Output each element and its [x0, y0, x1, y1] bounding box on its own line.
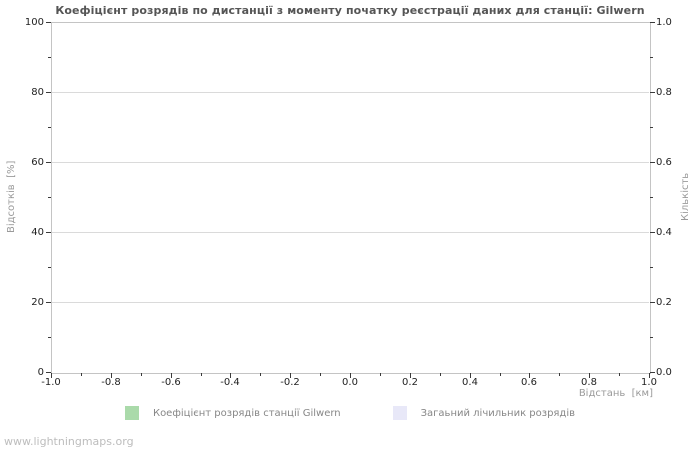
x-axis-tick-label: 0.4: [462, 377, 478, 388]
right-axis-tick-label: 1.0: [656, 17, 672, 28]
legend-label: Коефіцієнт розрядів станції Gilwern: [152, 407, 341, 419]
x-axis-tick-label: 0.2: [402, 377, 418, 388]
x-axis-tick-label: -0.6: [161, 377, 181, 388]
x-tick-minor: [320, 373, 321, 376]
legend-swatch-icon: [392, 406, 407, 420]
legend-item: Коефіцієнт розрядів станції Gilwern: [124, 406, 341, 420]
y-tick-major-left: [46, 22, 51, 23]
y-tick-major-right: [650, 22, 655, 23]
legend-item: Загаьний лічильник розрядів: [392, 406, 576, 420]
y-tick-major-left: [46, 372, 51, 373]
x-axis-label: Відстань [км]: [578, 388, 653, 399]
x-tick-minor: [500, 373, 501, 376]
y-axis-tick-label: 20: [31, 297, 44, 308]
y-axis-tick-label: 100: [24, 17, 44, 28]
y-tick-major-right: [650, 372, 655, 373]
y-tick-minor-right: [650, 197, 653, 198]
x-axis-tick-label: 1.0: [641, 377, 657, 388]
x-tick-major: [350, 373, 351, 378]
legend-label: Загаьний лічильник розрядів: [420, 407, 576, 419]
y-axis-tick-label: 60: [31, 157, 44, 168]
x-tick-major: [111, 373, 112, 378]
y-tick-major-right: [650, 162, 655, 163]
x-tick-minor: [380, 373, 381, 376]
x-tick-major: [470, 373, 471, 378]
x-tick-major: [589, 373, 590, 378]
x-tick-major: [529, 373, 530, 378]
y-tick-minor-right: [650, 337, 653, 338]
x-tick-minor: [559, 373, 560, 376]
y-axis-tick-label: 80: [31, 87, 44, 98]
y-tick-major-right: [650, 302, 655, 303]
y-tick-major-left: [46, 232, 51, 233]
y-tick-major-left: [46, 92, 51, 93]
y-tick-minor-left: [48, 267, 51, 268]
y-tick-minor-left: [48, 337, 51, 338]
y-tick-minor-right: [650, 267, 653, 268]
left-axis-label: Відсотків [%]: [6, 160, 17, 234]
plot-area: [51, 22, 651, 374]
x-axis-tick-label: -1.0: [41, 377, 61, 388]
chart-title: Коефіцієнт розрядів по дистанції з момен…: [55, 4, 645, 17]
x-axis-tick-label: -0.8: [101, 377, 121, 388]
watermark: www.lightningmaps.org: [4, 435, 134, 448]
y-tick-major-right: [650, 92, 655, 93]
y-tick-major-left: [46, 162, 51, 163]
right-axis-tick-label: 0.4: [656, 227, 672, 238]
x-tick-major: [290, 373, 291, 378]
x-tick-minor: [440, 373, 441, 376]
x-tick-minor: [619, 373, 620, 376]
y-tick-minor-right: [650, 57, 653, 58]
y-tick-major-right: [650, 232, 655, 233]
y-tick-minor-left: [48, 57, 51, 58]
x-axis-tick-label: 0.0: [342, 377, 358, 388]
right-axis-tick-label: 0.0: [656, 367, 672, 378]
h-gridline: [52, 162, 649, 163]
y-tick-minor-right: [650, 127, 653, 128]
x-axis-tick-label: 0.6: [521, 377, 537, 388]
h-gridline: [52, 232, 649, 233]
right-axis-tick-label: 0.8: [656, 87, 672, 98]
x-tick-major: [649, 373, 650, 378]
y-axis-tick-label: 0: [37, 367, 44, 378]
right-axis-tick-label: 0.2: [656, 297, 672, 308]
x-tick-minor: [260, 373, 261, 376]
y-tick-minor-left: [48, 197, 51, 198]
right-axis-tick-label: 0.6: [656, 157, 672, 168]
y-tick-major-left: [46, 302, 51, 303]
x-tick-major: [410, 373, 411, 378]
x-tick-minor: [81, 373, 82, 376]
x-axis-tick-label: -0.4: [220, 377, 240, 388]
y-axis-tick-label: 40: [31, 227, 44, 238]
y-tick-minor-left: [48, 127, 51, 128]
x-tick-minor: [141, 373, 142, 376]
x-tick-minor: [201, 373, 202, 376]
x-tick-major: [230, 373, 231, 378]
x-axis-tick-label: -0.2: [280, 377, 300, 388]
x-tick-major: [51, 373, 52, 378]
legend-swatch-icon: [124, 406, 139, 420]
legend: Коефіцієнт розрядів станції Gilwern Загаь…: [0, 406, 700, 420]
x-axis-tick-label: 0.8: [581, 377, 597, 388]
h-gridline: [52, 302, 649, 303]
right-axis-label: Кількість: [680, 172, 691, 222]
h-gridline: [52, 92, 649, 93]
x-tick-major: [171, 373, 172, 378]
